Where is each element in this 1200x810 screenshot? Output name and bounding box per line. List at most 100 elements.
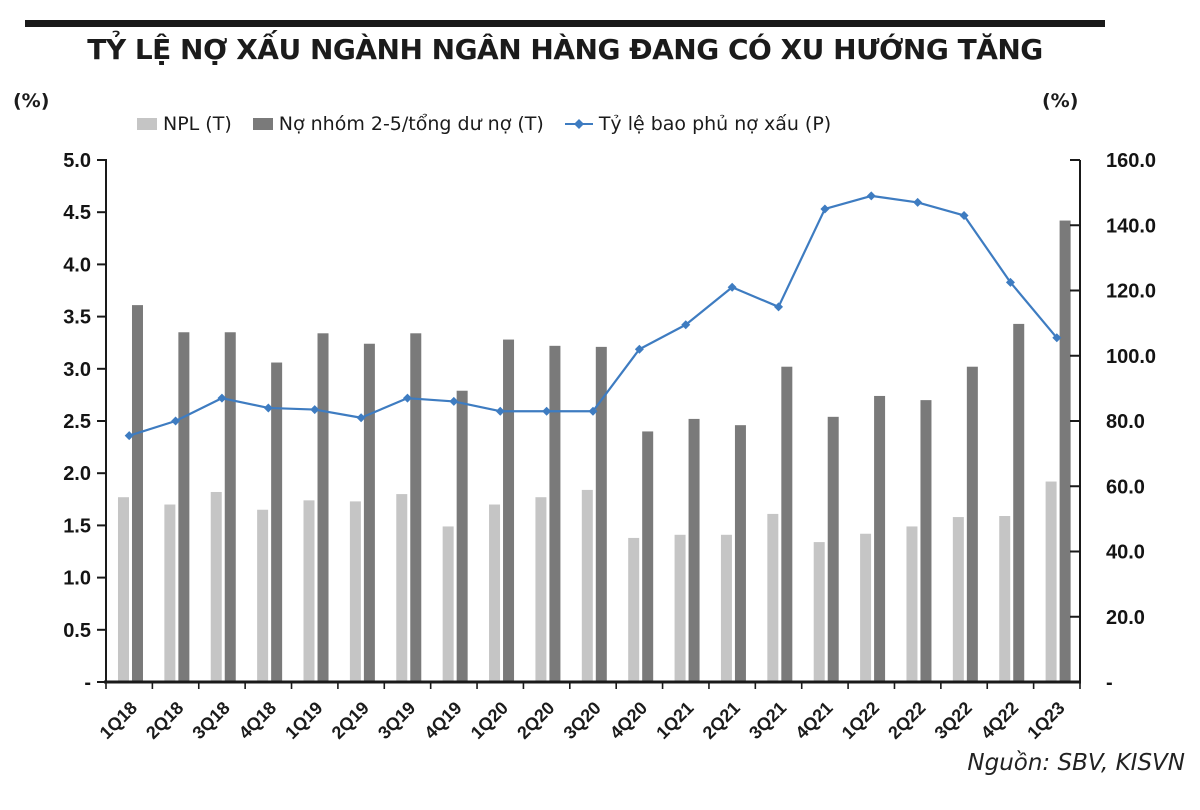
npl-bar [813, 542, 825, 682]
x-axis-label: 2Q18 [142, 698, 187, 743]
group25-bar [131, 305, 143, 682]
x-axis-label: 2Q21 [699, 698, 744, 743]
x-axis-label: 1Q20 [467, 698, 512, 743]
right-axis-tick-label: 140.0 [1106, 215, 1156, 237]
right-axis-tick-label: - [1106, 672, 1113, 694]
npl-bar [442, 526, 454, 682]
left-axis-tick-label: 4.5 [63, 202, 91, 224]
npl-bar [906, 526, 918, 682]
coverage-marker [449, 396, 459, 406]
legend-item-coverage: Tỷ lệ bao phủ nợ xấu (P) [564, 113, 831, 135]
right-axis-tick-label: 60.0 [1106, 476, 1145, 498]
group25-bar [503, 339, 515, 682]
coverage-marker [263, 403, 273, 413]
left-axis-tick-label: 3.5 [63, 307, 91, 329]
x-axis-label: 2Q22 [884, 698, 929, 743]
chart-title: TỶ LỆ NỢ XẤU NGÀNH NGÂN HÀNG ĐANG CÓ XU … [87, 33, 1043, 66]
right-axis-unit: (%) [1042, 90, 1079, 112]
coverage-marker [217, 393, 227, 403]
npl-bar [489, 504, 501, 682]
group25-bar [1059, 220, 1071, 682]
legend-label-group25: Nợ nhóm 2-5/tổng dư nợ (T) [278, 113, 544, 135]
left-axis-tick-label: - [84, 672, 91, 694]
coverage-marker [542, 406, 552, 416]
coverage-marker [1052, 333, 1062, 343]
x-axis-label: 3Q22 [931, 698, 976, 743]
npl-bar [303, 500, 315, 682]
group25-bar [224, 332, 236, 682]
group25-bar [595, 346, 607, 682]
legend-item-npl: NPL (T) [137, 113, 232, 135]
group25-bar [734, 425, 746, 682]
group25-bar [827, 416, 839, 682]
x-axis-label: 1Q19 [281, 698, 326, 743]
group25-bar [642, 431, 654, 682]
right-axis-tick-label: 40.0 [1106, 542, 1145, 564]
group25-bar [920, 400, 932, 682]
coverage-marker [681, 320, 691, 330]
group25-bar [688, 418, 700, 682]
left-axis-tick-label: 0.5 [63, 620, 91, 642]
x-axis-label: 3Q21 [745, 698, 790, 743]
coverage-marker [1005, 277, 1015, 287]
legend-item-group25: Nợ nhóm 2-5/tổng dư nợ (T) [252, 113, 544, 135]
x-axis-label: 3Q19 [374, 698, 419, 743]
x-axis-label: 1Q21 [652, 698, 697, 743]
npl-bar [535, 497, 547, 682]
coverage-marker [959, 210, 969, 220]
group25-swatch-icon [252, 118, 273, 130]
x-axis-label: 1Q23 [1023, 698, 1068, 743]
coverage-line [128, 194, 1058, 437]
npl-bar [581, 489, 593, 682]
coverage-line-glyph-icon [564, 119, 593, 129]
npl-bar [860, 533, 872, 682]
left-axis-tick-label: 5.0 [63, 150, 91, 172]
npl-bar [952, 517, 964, 682]
npl-bar [720, 534, 732, 682]
group25-bar [456, 390, 468, 682]
x-axis-label: 4Q19 [420, 698, 465, 743]
npl-bar [628, 537, 640, 682]
group25-bar [874, 395, 886, 682]
coverage-marker [356, 413, 366, 423]
group25-bar [271, 362, 283, 682]
legend-label-npl: NPL (T) [163, 113, 232, 135]
group25-bar [1013, 323, 1025, 682]
npl-bar [164, 504, 176, 682]
npl-bar [767, 513, 779, 682]
right-axis-tick-label: 80.0 [1106, 411, 1145, 433]
npl-swatch-icon [137, 118, 157, 130]
npl-bar [117, 497, 129, 682]
x-axis-label: 1Q22 [838, 698, 883, 743]
coverage-marker [820, 204, 830, 214]
npl-bar [349, 501, 361, 682]
right-axis-tick-label: 100.0 [1106, 346, 1156, 368]
coverage-marker [402, 393, 412, 403]
x-axis-label: 2Q19 [328, 698, 373, 743]
group25-bar [363, 343, 375, 682]
coverage-marker [727, 282, 737, 292]
right-axis-tick-label: 160.0 [1106, 150, 1156, 172]
left-axis-tick-label: 3.0 [63, 359, 91, 381]
group25-bar [781, 366, 793, 682]
x-axis-label: 4Q18 [235, 698, 280, 743]
coverage-marker [171, 416, 181, 426]
coverage-marker [588, 406, 598, 416]
x-axis-label: 4Q20 [606, 698, 651, 743]
source-note: Nguồn: SBV, KISVN [967, 750, 1185, 776]
left-axis-unit: (%) [13, 90, 50, 112]
npl-bar [999, 516, 1011, 682]
x-axis-label: 3Q20 [560, 698, 605, 743]
title-rule [25, 20, 1105, 27]
npl-bar [396, 494, 408, 682]
group25-bar [178, 332, 190, 682]
coverage-marker [866, 191, 876, 201]
x-axis-label: 2Q20 [513, 698, 558, 743]
left-axis-tick-label: 2.0 [63, 463, 91, 485]
left-axis-tick-label: 1.0 [63, 568, 91, 590]
coverage-marker [774, 302, 784, 312]
coverage-marker [124, 431, 134, 441]
left-axis-tick-label: 4.0 [63, 254, 91, 276]
npl-bar [257, 509, 269, 682]
